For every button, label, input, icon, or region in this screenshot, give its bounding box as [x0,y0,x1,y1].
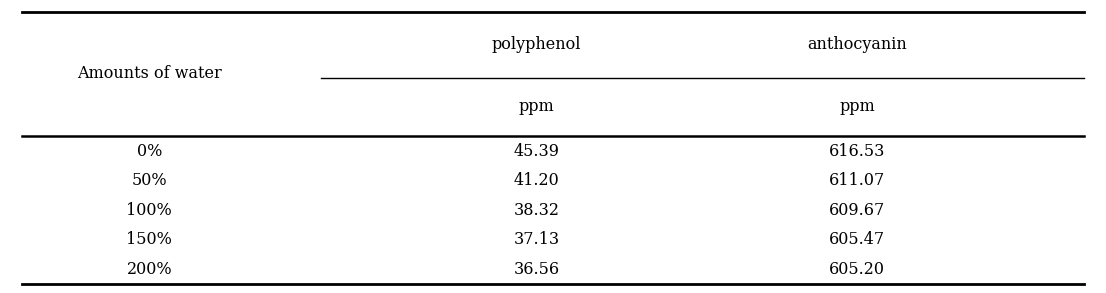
Text: 41.20: 41.20 [513,172,560,189]
Text: 611.07: 611.07 [830,172,885,189]
Text: ppm: ppm [519,98,554,115]
Text: 100%: 100% [126,202,173,219]
Text: 150%: 150% [126,231,173,248]
Text: polyphenol: polyphenol [492,36,581,53]
Text: Amounts of water: Amounts of water [77,65,221,83]
Text: 50%: 50% [132,172,167,189]
Text: 609.67: 609.67 [830,202,885,219]
Text: 38.32: 38.32 [513,202,560,219]
Text: 605.20: 605.20 [830,261,885,278]
Text: 45.39: 45.39 [513,142,560,160]
Text: 0%: 0% [137,142,161,160]
Text: 200%: 200% [126,261,173,278]
Text: 605.47: 605.47 [830,231,885,248]
Text: 616.53: 616.53 [830,142,885,160]
Text: 36.56: 36.56 [513,261,560,278]
Text: ppm: ppm [839,98,875,115]
Text: 37.13: 37.13 [513,231,560,248]
Text: anthocyanin: anthocyanin [807,36,907,53]
